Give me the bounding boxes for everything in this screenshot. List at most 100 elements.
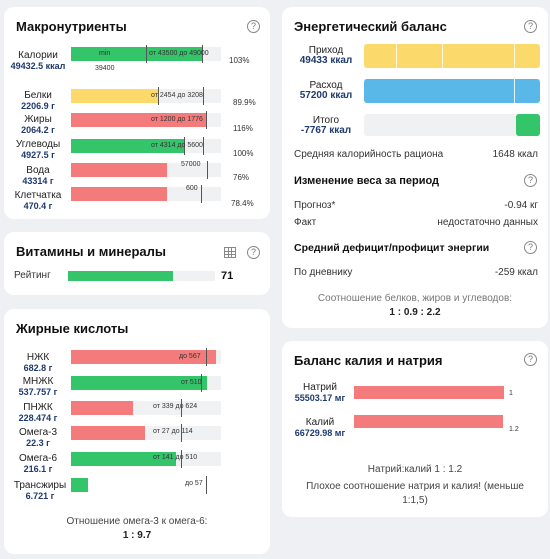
range-marker xyxy=(184,137,185,155)
total-bar xyxy=(364,114,540,136)
fat-bar-fill xyxy=(71,376,207,390)
fat-bar-fill xyxy=(71,478,88,492)
range-marker xyxy=(206,476,207,494)
macro-percent: 116% xyxy=(233,124,253,133)
bar-range-label: 600 xyxy=(186,185,198,192)
fat-label: ПНЖК 228.474 г xyxy=(18,402,58,424)
bar-range-label: от 43500 до 49000 xyxy=(149,50,209,57)
income-bar xyxy=(364,44,540,68)
daily-deficit-value: -259 ккал xyxy=(494,267,538,278)
expense-label: Расход 57200 ккал xyxy=(299,80,353,101)
range-marker xyxy=(158,87,159,105)
range-marker xyxy=(203,87,204,105)
macro-label: Вода 43314 г xyxy=(22,165,54,187)
table-icon-line xyxy=(231,248,232,257)
range-marker xyxy=(181,424,182,442)
range-marker xyxy=(206,111,207,129)
macro-percent: 103% xyxy=(229,56,250,65)
avg-calories-value: 1648 ккал xyxy=(492,149,538,160)
macro-label: Белки 2206.9 г xyxy=(21,90,55,112)
macro-bar-fill xyxy=(71,47,202,61)
fat-label: Омега-3 22.3 г xyxy=(18,427,58,449)
potassium-sodium-title: Баланс калия и натрия xyxy=(294,353,443,368)
help-icon[interactable]: ? xyxy=(524,353,537,366)
range-marker xyxy=(201,185,202,203)
macro-percent: 89.9% xyxy=(233,98,256,107)
fact-value: недостаточно данных xyxy=(437,217,538,228)
bar-range-label: от 4314 до 5600 xyxy=(151,142,203,149)
range-marker xyxy=(146,45,147,63)
macro-percent: 78.4% xyxy=(231,199,254,208)
energy-balance-card: Энергетический баланс ? Приход 49433 ккал… xyxy=(282,7,548,328)
sodium-potassium-ratio: Натрий:калий 1 : 1.2 xyxy=(367,464,463,475)
fat-bar-fill xyxy=(71,452,176,466)
vitamins-title: Витамины и минералы xyxy=(16,244,166,259)
fatty-acids-title: Жирные кислоты xyxy=(16,321,129,336)
bar-divider xyxy=(396,44,397,68)
table-icon-line xyxy=(225,254,235,255)
fat-bar: от 510 xyxy=(71,374,221,392)
fat-bar: до 567 xyxy=(71,348,221,366)
macro-bar: от 2454 до 3208 xyxy=(71,87,221,105)
fat-bar: до 57 xyxy=(71,476,221,494)
energy-title: Энергетический баланс xyxy=(294,19,447,34)
range-marker xyxy=(206,348,207,366)
table-icon[interactable] xyxy=(224,247,236,258)
help-icon[interactable]: ? xyxy=(247,246,260,259)
bar-range-label: от 141 до 510 xyxy=(153,454,198,461)
macro-bar-fill xyxy=(71,89,158,103)
total-bar-fill xyxy=(516,114,540,136)
macro-bar-fill xyxy=(71,187,167,201)
fat-label: Трансжиры 6.721 г xyxy=(13,480,67,502)
forecast-value: -0.94 кг xyxy=(504,200,538,211)
macro-percent: 76% xyxy=(233,173,250,182)
sodium-label: Натрий 55503.17 мг xyxy=(294,382,346,404)
bar-range-label: от 27 до 114 xyxy=(153,428,193,435)
help-icon[interactable]: ? xyxy=(247,20,260,33)
potassium-bar xyxy=(354,415,503,428)
macro-bar: от 4314 до 5600 xyxy=(71,137,221,155)
macro-bar: min от 43500 до 49000 39400 xyxy=(71,45,221,72)
macro-label: Жиры 2064.2 г xyxy=(21,114,55,136)
weight-change-title: Изменение веса за период xyxy=(294,175,440,187)
fat-bar: от 339 до 624 xyxy=(71,399,221,417)
rating-bar-fill xyxy=(68,271,173,281)
income-label: Приход 49433 ккал xyxy=(299,45,353,66)
fat-bar-fill xyxy=(71,401,133,415)
forecast-label: Прогноз* xyxy=(294,200,336,211)
bar-divider xyxy=(514,44,515,68)
sodium-ratio: 1 xyxy=(509,390,513,397)
fat-bar: от 27 до 114 xyxy=(71,424,221,442)
macro-bar-fill xyxy=(71,163,167,177)
bar-divider xyxy=(514,79,515,103)
fact-label: Факт xyxy=(294,217,317,228)
help-icon[interactable]: ? xyxy=(524,241,537,254)
bar-range-label: от 1200 до 1776 xyxy=(151,116,203,123)
bar-divider xyxy=(442,44,443,68)
macro-label: Клетчатка 470.4 г xyxy=(14,190,62,212)
potassium-label: Калий 66729.98 мг xyxy=(294,417,346,439)
sodium-potassium-warning: Плохое соотношение натрия и калия! (мень… xyxy=(306,481,524,506)
help-icon[interactable]: ? xyxy=(524,20,537,33)
macronutrients-card: Макронутриенты ? Калории 49432.5 ккал min… xyxy=(4,7,270,219)
fat-label: Омега-6 216.1 г xyxy=(18,453,58,475)
deficit-title: Средний дефицит/профицит энергии xyxy=(294,242,490,254)
pfc-ratio-label: Соотношение белков, жиров и углеводов: xyxy=(317,293,513,304)
omega-ratio-label: Отношение омега-3 к омега-6: xyxy=(66,516,208,527)
range-marker xyxy=(181,399,182,417)
bar-range-label: от 2454 до 3208 xyxy=(151,92,203,99)
vitamins-card: Витамины и минералы ? Рейтинг 71 xyxy=(4,232,270,295)
macro-percent: 100% xyxy=(233,149,254,158)
daily-deficit-label: По дневнику xyxy=(294,267,353,278)
help-icon[interactable]: ? xyxy=(524,174,537,187)
range-marker xyxy=(201,374,202,392)
macro-bar-fill xyxy=(71,113,206,127)
total-label: Итого -7767 ккал xyxy=(300,115,352,136)
macro-bar-fill xyxy=(71,139,184,153)
potassium-sodium-card: Баланс калия и натрия ? Натрий 55503.17 м… xyxy=(282,341,548,517)
macro-bar: 600 xyxy=(71,185,221,203)
macronutrients-title: Макронутриенты xyxy=(16,19,127,34)
macro-bar: 57000 xyxy=(71,161,221,179)
avg-calories-label: Средняя калорийность рациона xyxy=(294,149,444,160)
table-icon-line xyxy=(225,251,235,252)
